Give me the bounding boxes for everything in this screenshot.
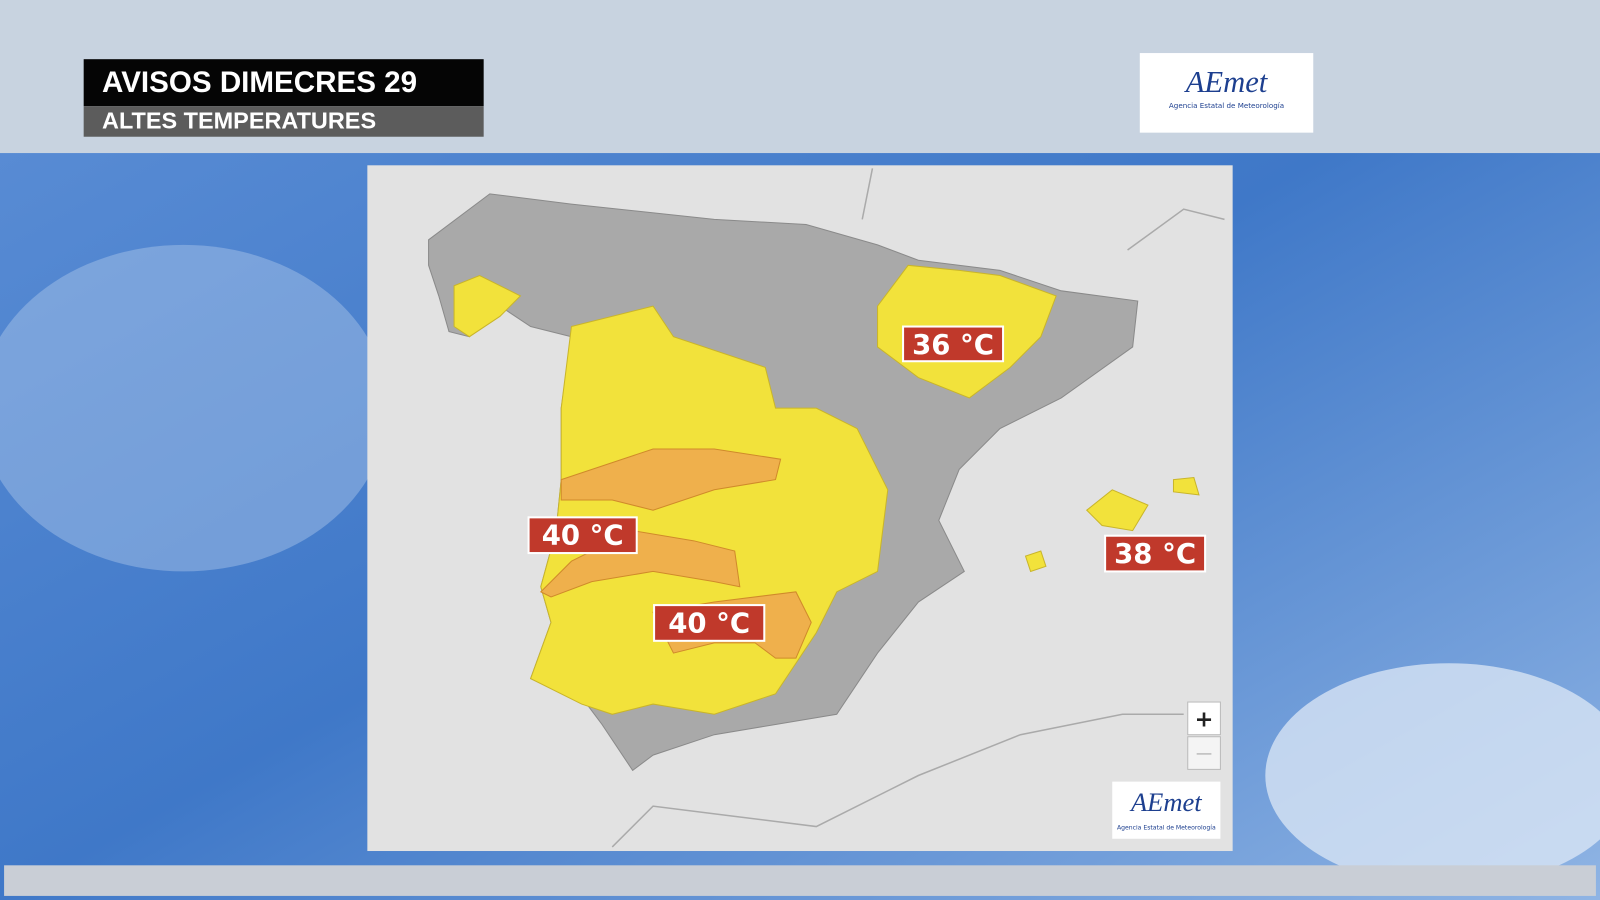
map-logo-tagline: Agencia Estatal de Meteorología	[1117, 824, 1216, 832]
zoom-in[interactable]	[1187, 701, 1221, 736]
logo-name: AEmet	[1184, 65, 1269, 99]
temp-label: 38 °C	[1114, 538, 1196, 570]
subtitle-box	[83, 106, 484, 137]
zoom-out-label[interactable]: —	[1196, 744, 1212, 763]
temp-label-box	[902, 325, 1005, 363]
zoom-out[interactable]	[1187, 736, 1221, 770]
warning-yellow	[453, 274, 522, 338]
logo-tagline: Agencia Estatal de Meteorología	[1169, 101, 1284, 110]
temp-label-box	[527, 516, 638, 555]
map-logo-name: AEmet	[1129, 787, 1202, 817]
temp-label: 40 °C	[668, 607, 750, 639]
coastline	[611, 168, 1225, 848]
temp-label-box	[1104, 534, 1207, 573]
temp-label: 40 °C	[542, 520, 624, 552]
subtitle: ALTES TEMPERATURES	[102, 107, 376, 133]
warning-yellow	[1024, 477, 1200, 573]
temp-label-box	[653, 604, 766, 642]
map-logo-box	[1112, 781, 1221, 839]
cloud	[0, 244, 388, 572]
cloud	[1265, 663, 1600, 888]
title-box	[83, 59, 484, 107]
title: AVISOS DIMECRES 29	[102, 66, 417, 99]
logo-box	[1139, 53, 1314, 133]
bottom-bar	[4, 865, 1596, 896]
zoom-in-label[interactable]: +	[1195, 706, 1214, 732]
temp-label: 36 °C	[912, 329, 994, 361]
warning-orange	[560, 448, 782, 511]
